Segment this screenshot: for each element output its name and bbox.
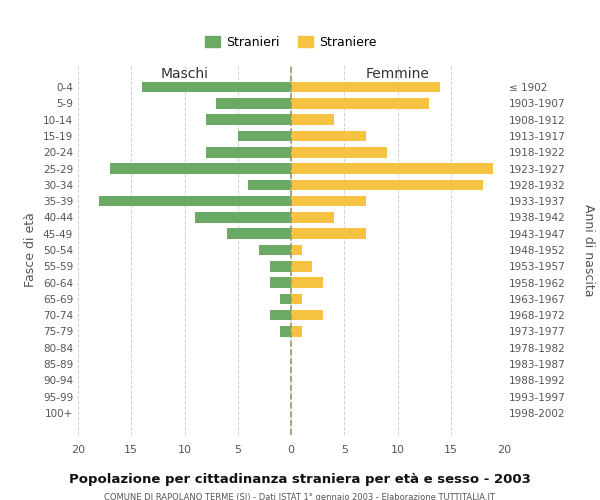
Text: Maschi: Maschi — [161, 67, 209, 81]
Bar — [195, 212, 291, 222]
Bar — [291, 244, 302, 256]
Legend: Stranieri, Straniere: Stranieri, Straniere — [200, 30, 382, 54]
Text: Femmine: Femmine — [365, 67, 430, 81]
Bar — [291, 196, 365, 206]
Bar — [270, 278, 291, 288]
Bar — [291, 147, 387, 158]
Bar — [248, 180, 291, 190]
Bar — [99, 196, 291, 206]
Bar — [110, 164, 291, 174]
Bar — [291, 326, 302, 336]
Bar — [238, 130, 291, 141]
Bar — [280, 294, 291, 304]
Bar — [291, 228, 365, 239]
Bar — [291, 278, 323, 288]
Bar — [280, 326, 291, 336]
Bar — [206, 147, 291, 158]
Bar — [291, 130, 365, 141]
Bar — [291, 114, 334, 125]
Bar — [291, 261, 313, 272]
Bar — [217, 98, 291, 108]
Bar — [291, 212, 334, 222]
Y-axis label: Fasce di età: Fasce di età — [25, 212, 37, 288]
Bar — [291, 294, 302, 304]
Bar — [270, 310, 291, 320]
Text: COMUNE DI RAPOLANO TERME (SI) - Dati ISTAT 1° gennaio 2003 - Elaborazione TUTTIT: COMUNE DI RAPOLANO TERME (SI) - Dati IST… — [104, 492, 496, 500]
Bar — [270, 261, 291, 272]
Bar — [291, 82, 440, 92]
Bar — [291, 98, 430, 108]
Bar — [291, 180, 483, 190]
Bar — [291, 164, 493, 174]
Text: Popolazione per cittadinanza straniera per età e sesso - 2003: Popolazione per cittadinanza straniera p… — [69, 472, 531, 486]
Bar — [142, 82, 291, 92]
Bar — [227, 228, 291, 239]
Y-axis label: Anni di nascita: Anni di nascita — [582, 204, 595, 296]
Bar — [259, 244, 291, 256]
Bar — [206, 114, 291, 125]
Bar — [291, 310, 323, 320]
